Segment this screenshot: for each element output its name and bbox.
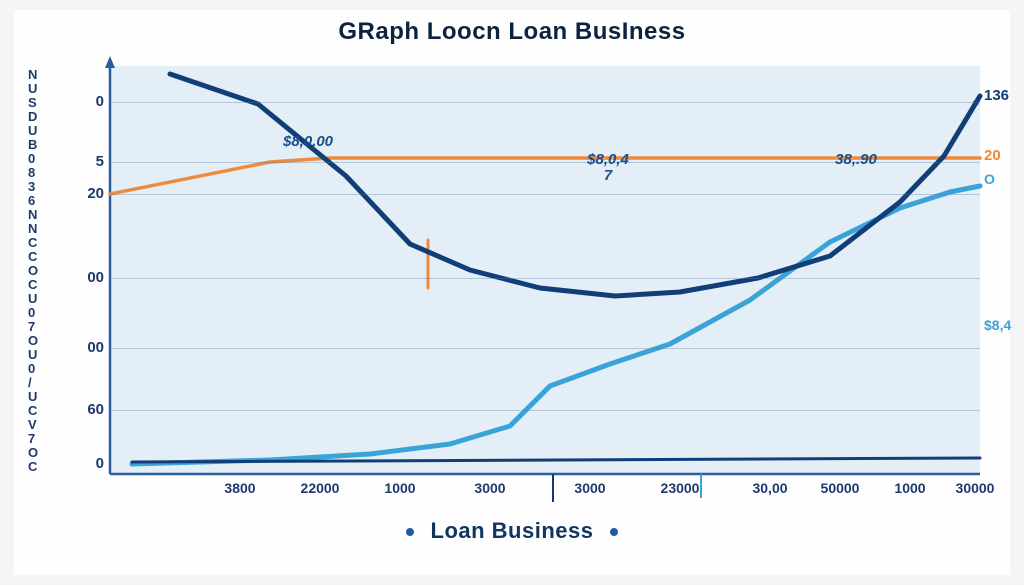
data-annotation: $8,0,00 — [283, 134, 333, 150]
x-tick: 23000 — [661, 480, 700, 496]
legend-dot-right — [610, 528, 618, 536]
x-tick: 30,00 — [752, 480, 787, 496]
chart-title: GRaph Loocn Loan BusIness — [14, 18, 1010, 46]
grid-line — [110, 410, 980, 411]
x-tick: 50000 — [821, 480, 860, 496]
chart-frame: GRaph Loocn Loan BusIness N U S D U B 0 … — [14, 10, 1010, 575]
x-tick: 3000 — [574, 480, 605, 496]
x-tick: 1000 — [894, 480, 925, 496]
grid-line — [110, 278, 980, 279]
x-tick: 3800 — [224, 480, 255, 496]
x-tick: 3000 — [474, 480, 505, 496]
legend-label: Loan Business — [431, 518, 594, 543]
grid-line — [110, 102, 980, 103]
y-tick: 00 — [66, 269, 104, 286]
legend-dot-left — [406, 528, 414, 536]
grid-line — [110, 348, 980, 349]
y-tick: 5 — [66, 153, 104, 170]
y-tick: 60 — [66, 401, 104, 418]
axis-tick-mark — [552, 474, 554, 502]
y-tick: 00 — [66, 339, 104, 356]
y-tick: 0 — [66, 93, 104, 110]
axis-tick-mark — [700, 474, 702, 498]
plot-area: $8,0,00 $8,0,4 7 38,.90 — [110, 66, 980, 474]
x-tick: 22000 — [301, 480, 340, 496]
right-label: 20 — [984, 147, 1001, 164]
legend: Loan Business — [14, 518, 1010, 544]
y-tick: 20 — [66, 185, 104, 202]
grid-line — [110, 194, 980, 195]
x-tick: 1000 — [384, 480, 415, 496]
right-label: 136 — [984, 87, 1009, 104]
y-axis-label: N U S D U B 0 8 3 6 N N C C O C U 0 7 O … — [28, 68, 40, 474]
chart-svg — [110, 66, 980, 474]
data-annotation: $8,0,4 7 — [587, 152, 629, 184]
right-label: $8,4 — [984, 317, 1011, 333]
right-label: O — [984, 171, 995, 187]
x-tick: 30000 — [956, 480, 995, 496]
y-tick: 0 — [66, 455, 104, 472]
data-annotation: 38,.90 — [835, 152, 877, 168]
